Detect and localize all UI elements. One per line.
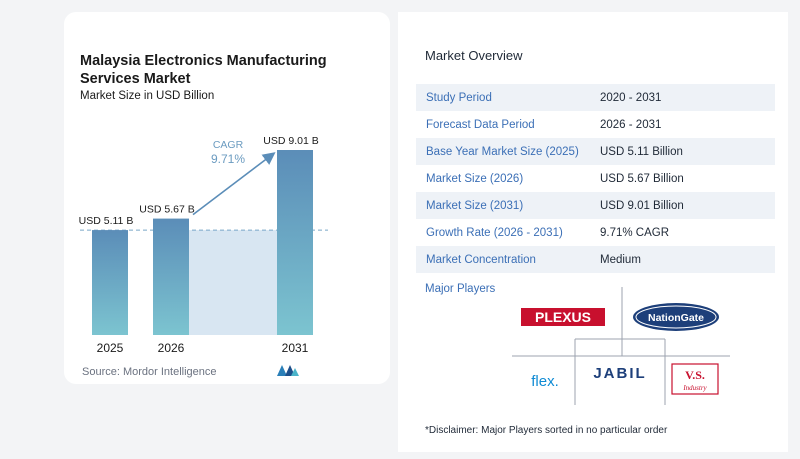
overview-row: Market Size (2031) USD 9.01 Billion: [416, 192, 775, 219]
overview-value: Medium: [600, 253, 641, 266]
overview-row: Growth Rate (2026 - 2031) 9.71% CAGR: [416, 219, 775, 246]
overview-label: Study Period: [426, 91, 492, 104]
overview-value: 2020 - 2031: [600, 91, 662, 104]
overview-value: USD 9.01 Billion: [600, 199, 684, 212]
data-label-2031: USD 9.01 B: [263, 135, 318, 147]
bar-2031: [277, 150, 313, 335]
players-title: Major Players: [425, 283, 496, 295]
source-note: Source: Mordor Intelligence: [82, 366, 217, 378]
overview-value: 9.71% CAGR: [600, 226, 670, 239]
mordor-logo-icon: [277, 365, 299, 376]
overview-value: USD 5.11 Billion: [600, 145, 683, 158]
disclaimer: *Disclaimer: Major Players sorted in no …: [425, 425, 668, 436]
overview-table: Study Period 2020 - 2031 Forecast Data P…: [416, 84, 775, 273]
tick-label-2026: 2026: [158, 341, 185, 355]
bar-2026: [153, 218, 189, 335]
overview-row: Market Size (2026) USD 5.67 Billion: [416, 165, 775, 192]
overview-row: Forecast Data Period 2026 - 2031: [416, 111, 775, 138]
overview-label: Base Year Market Size (2025): [426, 145, 579, 158]
overview-row: Base Year Market Size (2025) USD 5.11 Bi…: [416, 138, 775, 165]
overview-value: 2026 - 2031: [600, 118, 662, 131]
bar-2025: [92, 230, 128, 335]
chart-subtitle: Market Size in USD Billion: [80, 90, 215, 102]
cagr-arrow: [192, 152, 276, 216]
tick-label-2025: 2025: [97, 341, 124, 355]
data-label-2025: USD 5.11 B: [79, 215, 134, 227]
overview-label: Growth Rate (2026 - 2031): [426, 226, 563, 239]
cagr-label: CAGR: [213, 139, 244, 151]
tick-label-2031: 2031: [282, 341, 309, 355]
cagr-value: 9.71%: [211, 152, 245, 166]
overview-title: Market Overview: [425, 48, 523, 63]
overview-row: Market Concentration Medium: [416, 246, 775, 273]
projection-area: [189, 230, 277, 335]
overview-value: USD 5.67 Billion: [600, 172, 684, 185]
overview-label: Market Concentration: [426, 253, 536, 266]
overview-label: Forecast Data Period: [426, 118, 535, 131]
overview-label: Market Size (2026): [426, 172, 524, 185]
overview-row: Study Period 2020 - 2031: [416, 84, 775, 111]
data-label-2026: USD 5.67 B: [139, 204, 194, 216]
bar-chart: USD 5.11 B 2025 USD 5.67 B 2026 USD 9.01 B 20…: [79, 135, 328, 355]
chart-title: Malaysia Electronics Manufacturing Servi…: [80, 53, 327, 87]
overview-label: Market Size (2031): [426, 199, 524, 212]
